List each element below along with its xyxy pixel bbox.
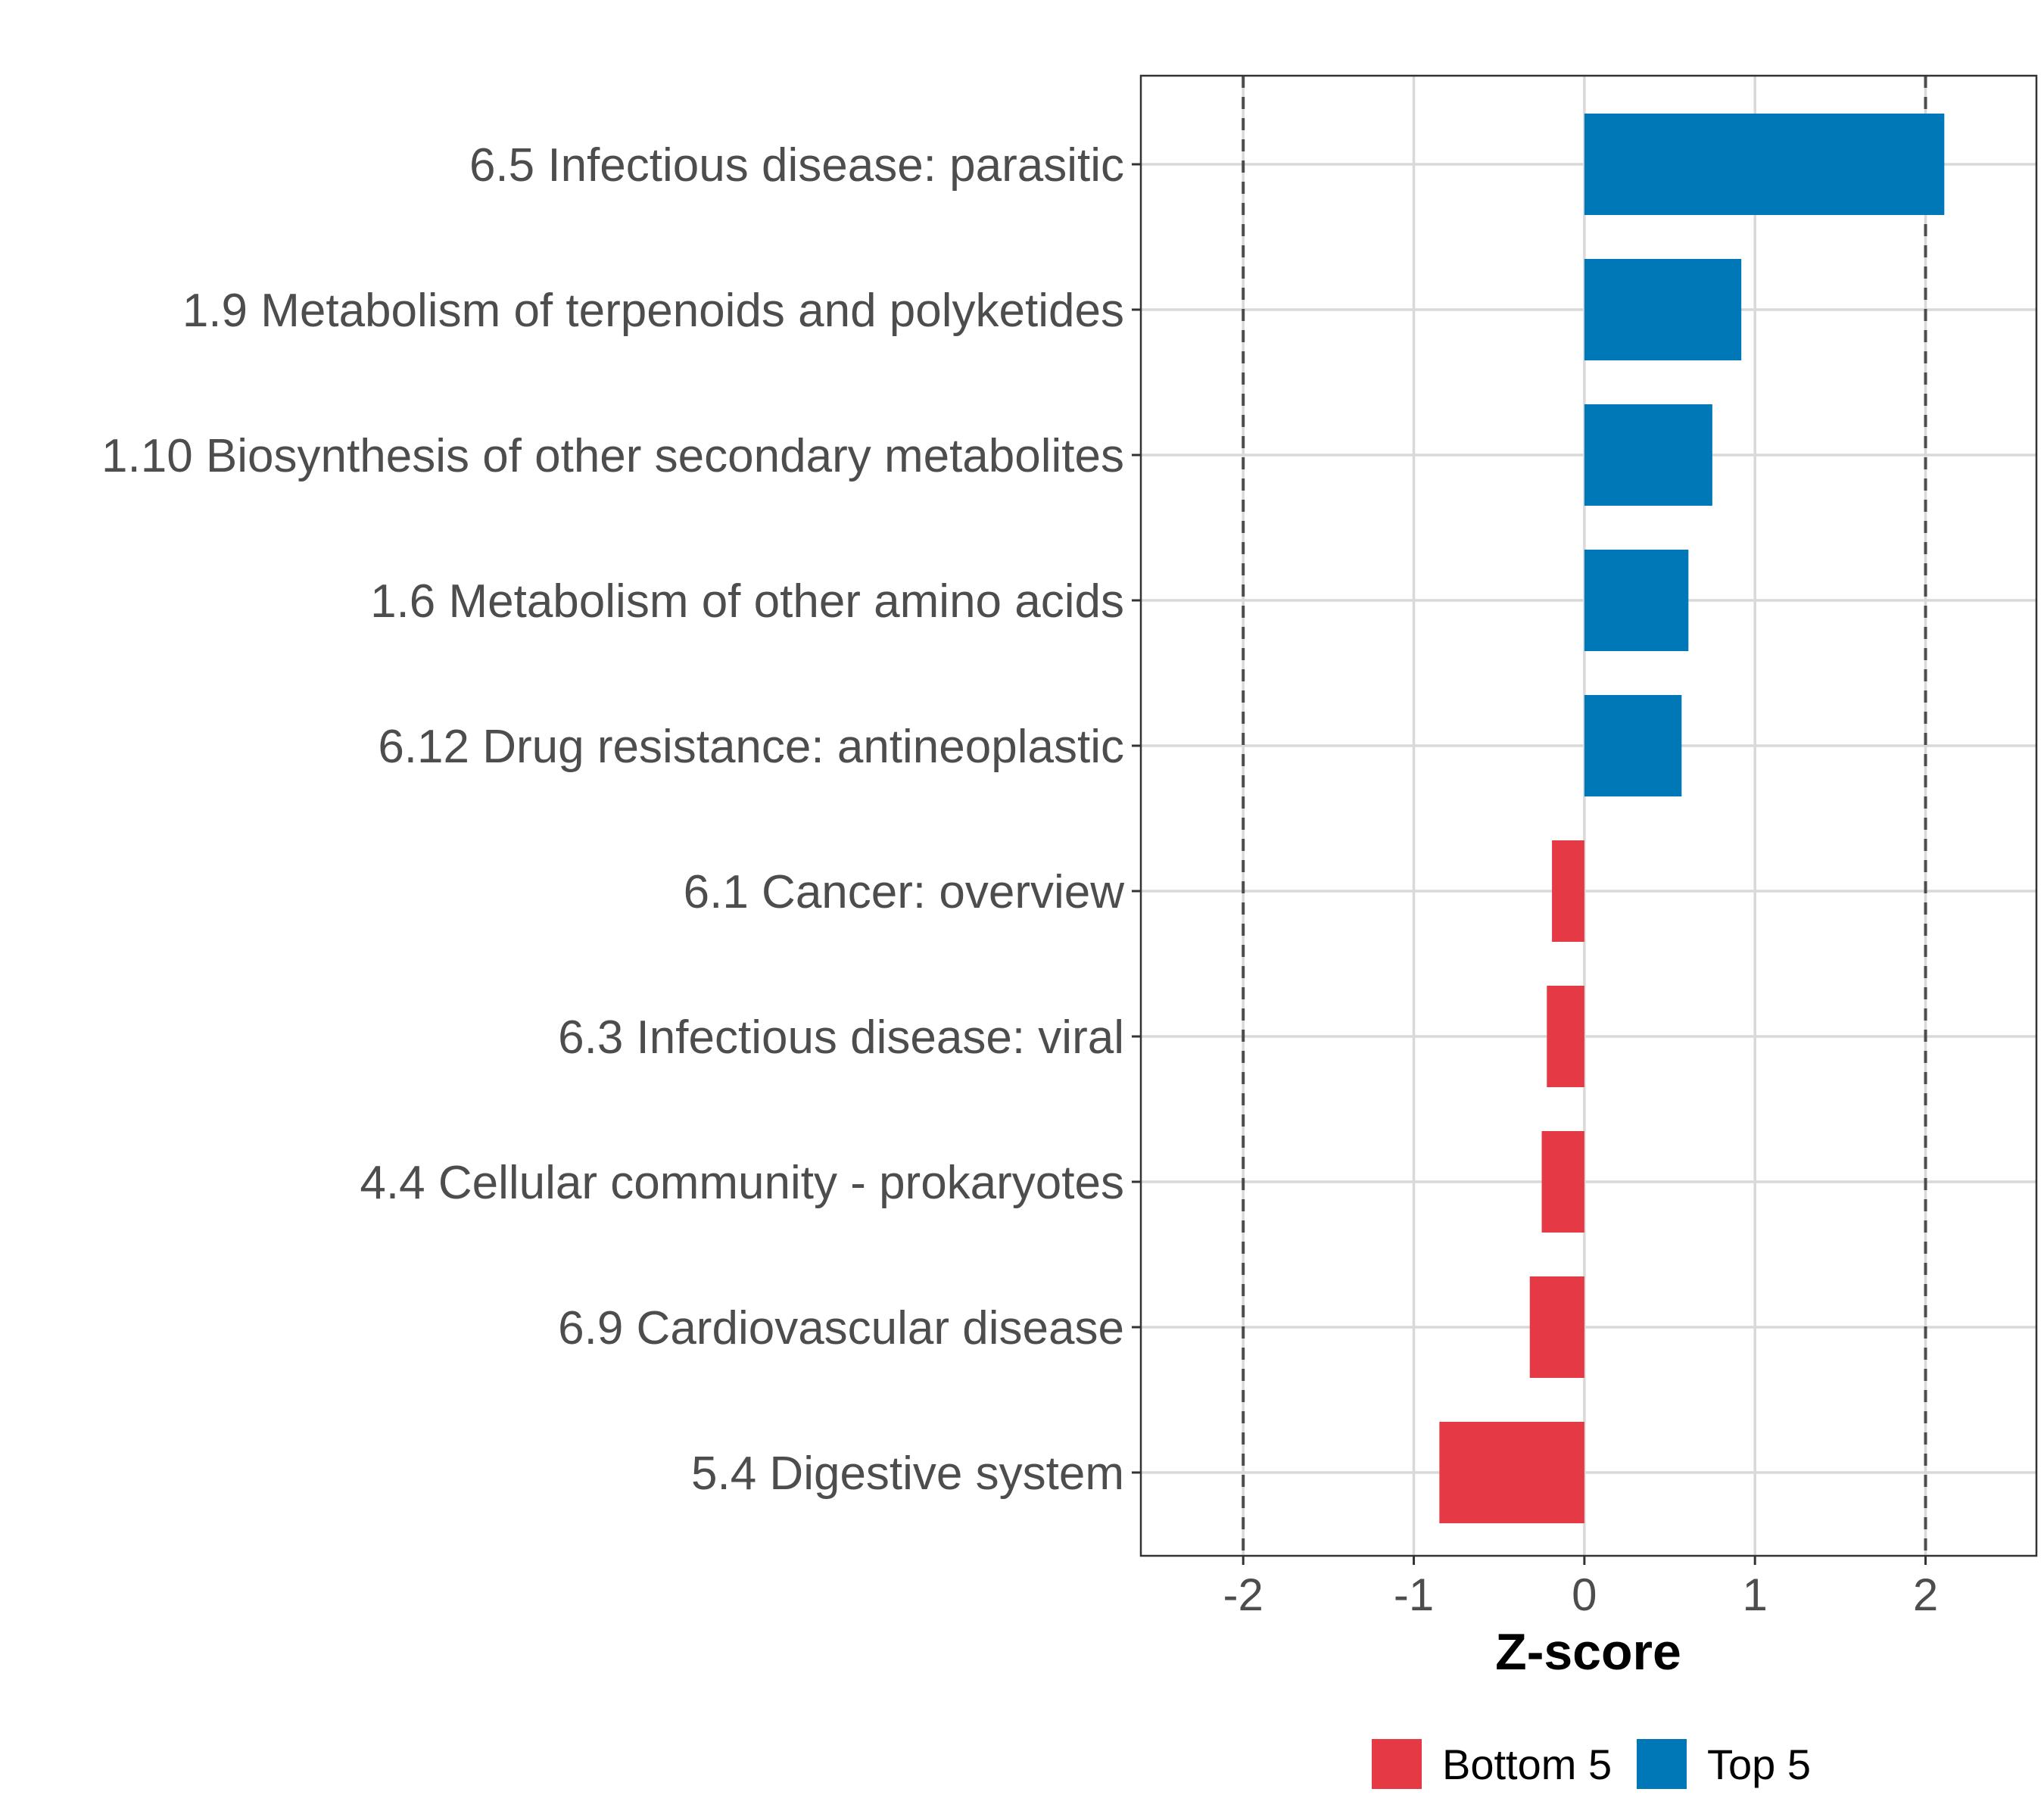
x-tick-label-0: -2 xyxy=(1223,1569,1263,1620)
category-label-1: 1.9 Metabolism of terpenoids and polyket… xyxy=(182,285,1124,337)
legend: Bottom 5 Top 5 xyxy=(1372,1739,1811,1789)
bar-3 xyxy=(1584,550,1689,651)
bar-7 xyxy=(1541,1131,1584,1233)
x-tick-label-1: -1 xyxy=(1394,1569,1434,1620)
bar-5 xyxy=(1552,840,1584,942)
y-axis: 6.5 Infectious disease: parasitic 1.9 Met… xyxy=(101,139,1141,1500)
bar-0 xyxy=(1584,114,1945,215)
category-label-8: 6.9 Cardiovascular disease xyxy=(558,1302,1124,1354)
category-label-4: 6.12 Drug resistance: antineoplastic xyxy=(378,721,1124,773)
x-axis-title: Z-score xyxy=(1495,1623,1681,1681)
category-label-3: 1.6 Metabolism of other amino acids xyxy=(370,575,1124,628)
category-label-2: 1.10 Biosynthesis of other secondary met… xyxy=(101,430,1124,482)
x-tick-label-3: 1 xyxy=(1743,1569,1768,1620)
bar-9 xyxy=(1439,1422,1584,1523)
category-label-9: 5.4 Digestive system xyxy=(691,1448,1124,1500)
bar-4 xyxy=(1584,695,1682,796)
legend-label-bottom5: Bottom 5 xyxy=(1442,1741,1612,1788)
bar-8 xyxy=(1529,1276,1584,1378)
category-label-0: 6.5 Infectious disease: parasitic xyxy=(469,139,1124,192)
legend-label-top5: Top 5 xyxy=(1707,1741,1811,1788)
category-label-5: 6.1 Cancer: overview xyxy=(684,866,1125,918)
bar-2 xyxy=(1584,404,1712,506)
x-tick-label-2: 0 xyxy=(1572,1569,1597,1620)
bars xyxy=(1439,114,1945,1523)
category-label-6: 6.3 Infectious disease: viral xyxy=(558,1011,1124,1064)
bar-1 xyxy=(1584,259,1742,360)
x-axis: -2 -1 0 1 2 xyxy=(1223,1556,1938,1620)
plot-panel-border xyxy=(1139,74,2038,1557)
legend-swatch-bottom5 xyxy=(1372,1739,1422,1789)
category-label-7: 4.4 Cellular community - prokaryotes xyxy=(360,1157,1124,1209)
x-tick-label-4: 2 xyxy=(1913,1569,1938,1620)
reference-lines xyxy=(1242,76,1927,1556)
bar-6 xyxy=(1547,986,1584,1087)
legend-swatch-top5 xyxy=(1637,1739,1687,1789)
